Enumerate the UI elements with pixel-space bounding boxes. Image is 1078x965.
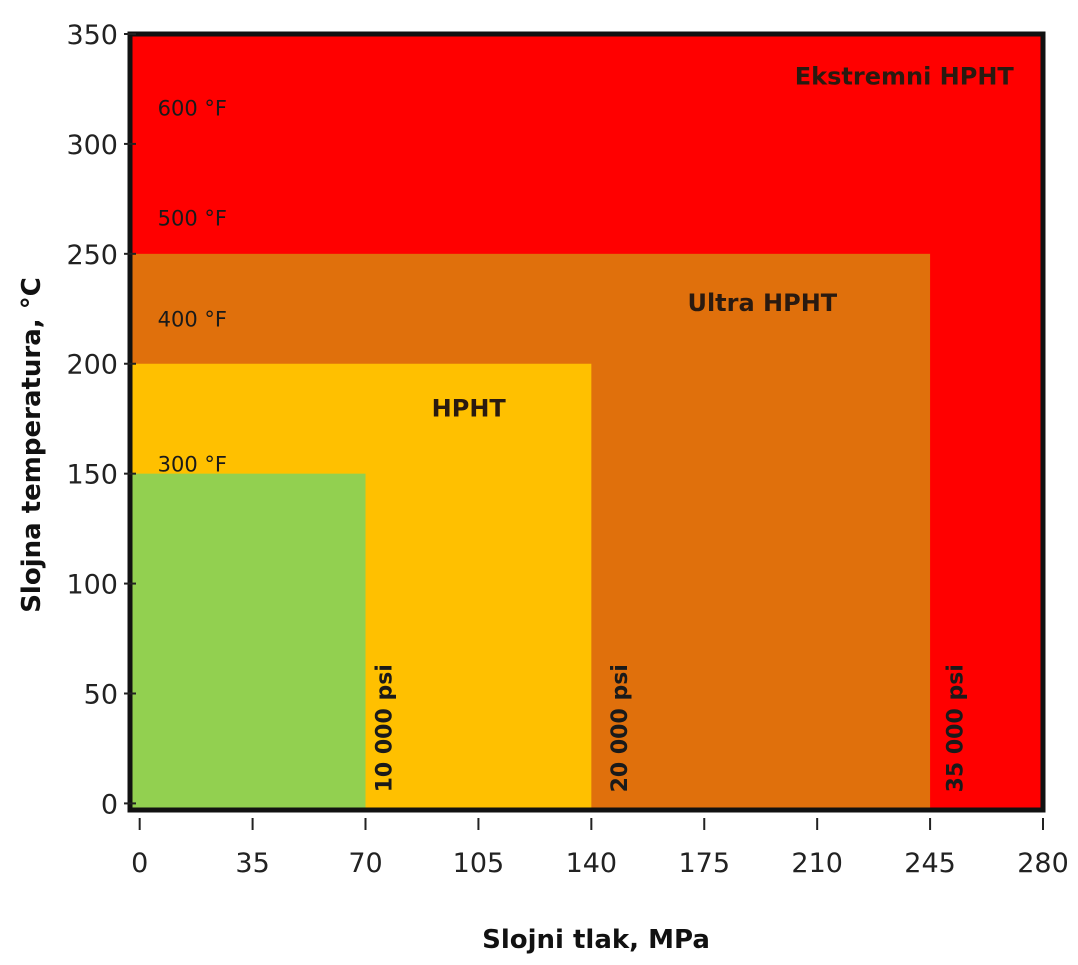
x-axis-title: Slojni tlak, MPa bbox=[482, 925, 710, 955]
temperature-label: 600 °F bbox=[158, 96, 227, 120]
axes-layer: 0 50 100 150 200 250 300 350 0 35 70 105 140 175 210 24… bbox=[66, 20, 1068, 879]
x-tick-label: 70 bbox=[348, 848, 382, 879]
x-tick-label: 0 bbox=[131, 848, 148, 879]
y-tick-label: 50 bbox=[84, 679, 118, 710]
x-tick-label: 140 bbox=[566, 848, 618, 879]
y-tick-label: 0 bbox=[101, 789, 118, 820]
x-tick-label: 105 bbox=[453, 848, 505, 879]
temperature-label: 300 °F bbox=[158, 452, 227, 476]
temperature-label: 400 °F bbox=[158, 307, 227, 331]
y-tick-label: 100 bbox=[66, 570, 118, 601]
plot-frame bbox=[127, 31, 1046, 813]
pressure-label: 35 000 psi bbox=[943, 664, 968, 792]
x-tick-label: 35 bbox=[235, 848, 269, 879]
x-tick-label: 175 bbox=[678, 848, 730, 879]
pressure-label: 20 000 psi bbox=[608, 664, 633, 792]
temperature-labels-layer: 600 °F 500 °F 400 °F 300 °F bbox=[158, 96, 227, 476]
y-tick-label: 200 bbox=[66, 350, 118, 381]
zone-label-2: Ultra HPHT bbox=[687, 289, 837, 317]
x-tick-label: 280 bbox=[1017, 848, 1069, 879]
zones-layer bbox=[130, 34, 1043, 811]
zone-4 bbox=[130, 473, 366, 810]
y-tick-label: 150 bbox=[66, 460, 118, 491]
pressure-labels-layer: 10 000 psi 20 000 psi 35 000 psi bbox=[372, 664, 968, 792]
y-axis-title: Slojna temperatura, °C bbox=[17, 277, 47, 613]
temperature-label: 500 °F bbox=[158, 206, 227, 230]
x-tick-label: 210 bbox=[791, 848, 843, 879]
y-tick-label: 300 bbox=[66, 130, 118, 161]
pressure-label: 10 000 psi bbox=[372, 664, 397, 792]
zone-labels-layer: Ekstremni HPHT Ultra HPHT HPHT bbox=[432, 63, 1015, 423]
zone-label-3: HPHT bbox=[432, 395, 507, 423]
y-tick-label: 350 bbox=[66, 20, 118, 51]
zone-label-1: Ekstremni HPHT bbox=[795, 63, 1015, 91]
y-tick-label: 250 bbox=[66, 240, 118, 271]
x-tick-label: 245 bbox=[904, 848, 956, 879]
